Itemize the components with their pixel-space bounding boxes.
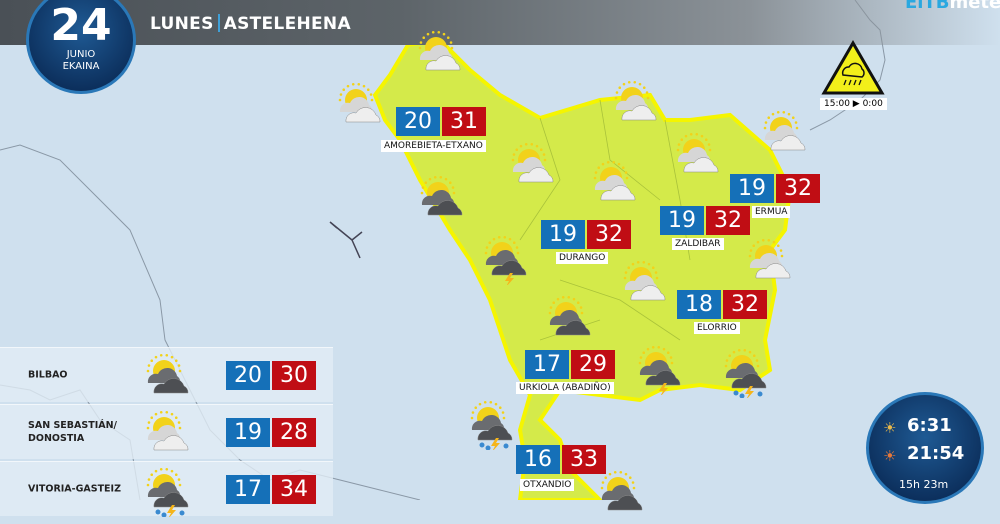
daylight-duration: 15h 23m (899, 478, 949, 491)
partly-cloudy-icon (585, 160, 645, 214)
cloudy-sun-icon (412, 175, 472, 229)
cloudy-sun-icon (540, 295, 600, 349)
capital-name: SAN SEBASTIÁN/ DONOSTIA (28, 420, 118, 444)
label-ermua: ERMUA (752, 206, 791, 218)
sunset-icon: ☀ (883, 447, 897, 465)
label-zaldibar: ZALDIBAR (672, 238, 724, 250)
weekday-es: LUNES (150, 14, 214, 34)
label-amorebieta: AMOREBIETA-ETXANO (381, 140, 486, 152)
partly-cloudy-icon (668, 132, 728, 186)
cloudy-sun-icon (138, 353, 198, 407)
partly-cloudy-icon (138, 410, 198, 464)
capital-row-donostia: SAN SEBASTIÁN/ DONOSTIA 19 28 (0, 404, 333, 459)
sun-times-badge: ☀ 6:31 ☀ 21:54 15h 23m (866, 392, 984, 504)
rain-warning-triangle-icon (821, 40, 885, 95)
weather-warning: 15:00 ▶ 0:00 (820, 40, 887, 110)
partly-cloudy-icon (410, 30, 470, 84)
month-eu: EKAINA (62, 61, 100, 72)
cloudy-sun-icon (592, 470, 652, 524)
storm-rain-icon (462, 400, 522, 454)
partly-cloudy-icon (615, 260, 675, 314)
temp-ermua: 19 32 (730, 174, 820, 203)
partly-cloudy-icon (755, 110, 815, 164)
weekday-eu: ASTELEHENA (223, 14, 351, 34)
day-number: 24 (50, 0, 112, 51)
capital-row-vitoria: VITORIA-GASTEIZ 17 34 (0, 461, 333, 519)
header-bar (0, 0, 1000, 45)
partly-cloudy-icon (330, 82, 390, 136)
label-durango: DURANGO (556, 252, 609, 264)
partly-cloudy-icon (740, 238, 800, 292)
sunrise-time: 6:31 (907, 415, 952, 436)
logo: EiTBmeteo (905, 0, 1000, 13)
partly-cloudy-icon (503, 142, 563, 196)
label-urkiola: URKIOLA (ABADIÑO) (516, 382, 614, 394)
month-es: JUNIO (66, 49, 96, 60)
sunrise-icon: ☀ (883, 419, 897, 437)
temp-otxandio: 16 33 (516, 445, 606, 474)
temp-elorrio: 18 32 (677, 290, 767, 319)
label-elorrio: ELORRIO (694, 322, 740, 334)
warning-time: 15:00 ▶ 0:00 (820, 98, 887, 110)
capital-name: BILBAO (28, 369, 68, 381)
thunderstorm-icon (476, 235, 536, 289)
date-badge: 24 JUNIO EKAINA (26, 0, 136, 94)
thunderstorm-icon (630, 345, 690, 399)
sunset-time: 21:54 (907, 443, 965, 464)
temp-urkiola: 17 29 (525, 350, 615, 379)
temp-zaldibar: 19 32 (660, 206, 750, 235)
storm-rain-sun-icon (138, 467, 198, 521)
temp-amorebieta: 20 31 (396, 107, 486, 136)
compass-arrow-icon (329, 221, 363, 259)
label-otxandio: OTXANDIO (520, 479, 575, 491)
capital-name: VITORIA-GASTEIZ (28, 483, 121, 495)
partly-cloudy-icon (606, 80, 666, 134)
capital-row-bilbao: BILBAO 20 30 (0, 347, 333, 402)
temp-durango: 19 32 (541, 220, 631, 249)
weekday-title: LUNES ASTELEHENA (150, 14, 351, 34)
storm-rain-icon (716, 348, 776, 402)
